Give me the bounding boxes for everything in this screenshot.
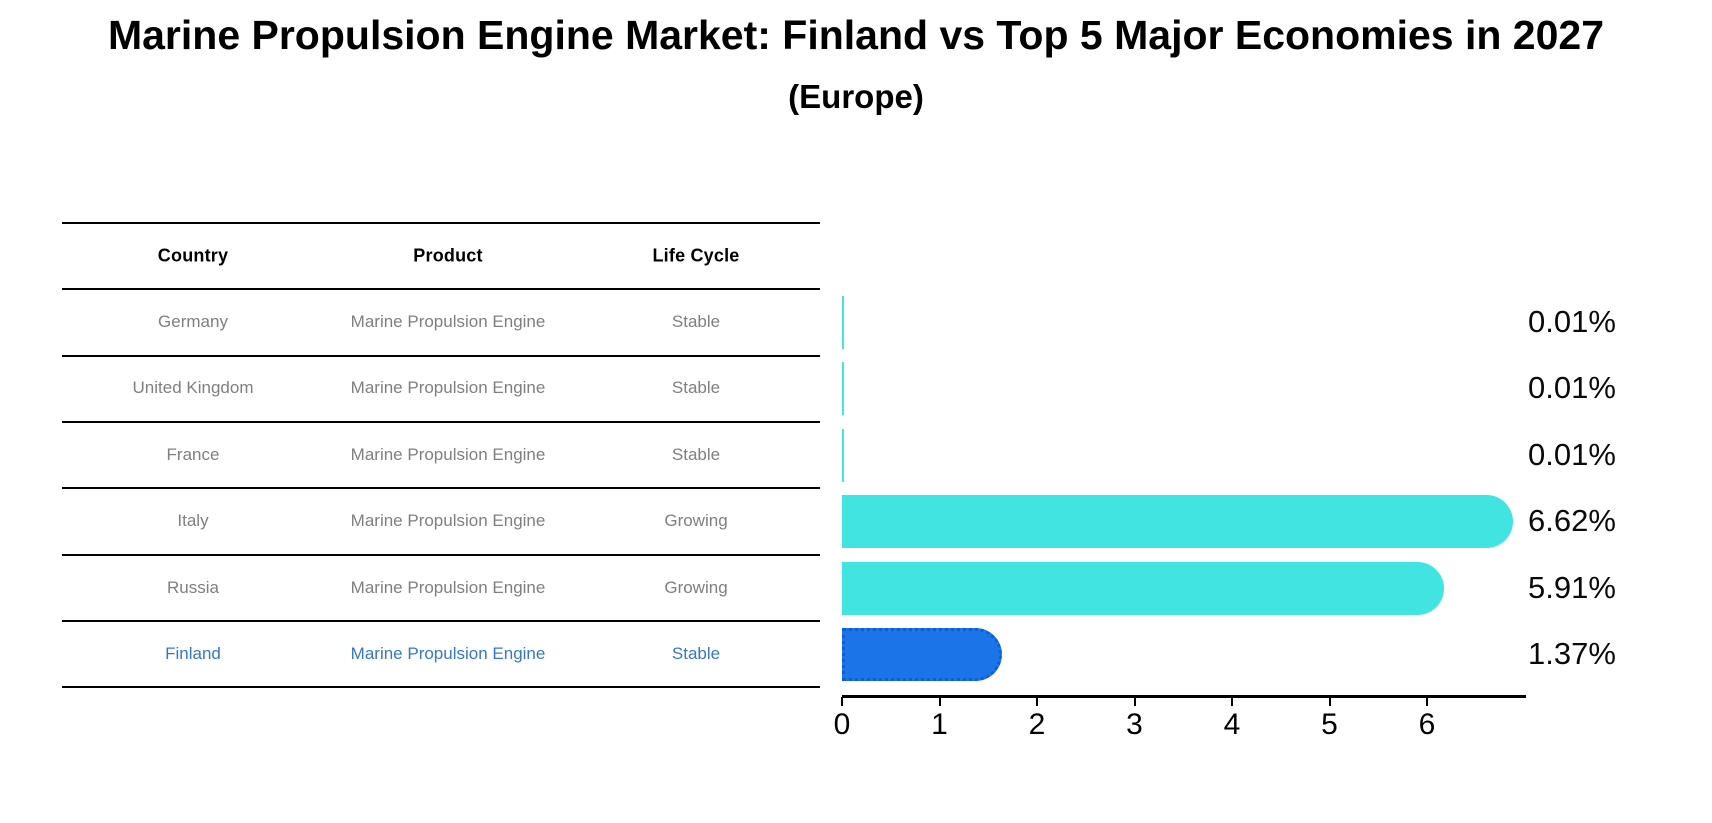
- x-axis-line: [842, 695, 1526, 698]
- bar-russia: [842, 561, 1445, 615]
- cell-country: France: [166, 445, 220, 464]
- x-axis-tick: [1133, 697, 1136, 706]
- table-rule: [62, 554, 820, 556]
- value-label: 0.01%: [1528, 437, 1616, 472]
- cell-product: Marine Propulsion Engine: [350, 445, 546, 464]
- cell-life_cycle: Growing: [664, 511, 728, 530]
- bar-france: [842, 428, 844, 482]
- x-axis-tick: [1036, 697, 1038, 706]
- table-rule: [62, 686, 820, 688]
- x-axis-tick: [938, 697, 941, 706]
- x-axis-tick: [1328, 697, 1331, 706]
- column-header-product: Product: [413, 245, 483, 266]
- value-label: 0.01%: [1528, 370, 1616, 405]
- x-axis-tick-label: 4: [1223, 708, 1241, 741]
- value-label: 6.62%: [1528, 503, 1616, 538]
- table-rule: [62, 620, 820, 622]
- cell-country: Russia: [167, 578, 219, 597]
- bar-finland: [842, 627, 1002, 681]
- x-axis-tick-label: 1: [931, 708, 948, 741]
- cell-product: Marine Propulsion Engine: [350, 578, 546, 597]
- cell-product: Marine Propulsion Engine: [350, 511, 546, 530]
- bar-italy: [842, 494, 1514, 548]
- table-rule: [62, 222, 820, 224]
- x-axis-tick-label: 0: [833, 708, 851, 741]
- cell-life_cycle: Stable: [671, 644, 721, 663]
- chart-subtitle: (Europe): [788, 78, 924, 115]
- table-rule: [62, 487, 820, 489]
- bar-germany: [842, 295, 844, 349]
- x-axis-tick: [1231, 697, 1233, 706]
- table-rule: [62, 288, 820, 290]
- table-rule: [62, 355, 820, 357]
- chart-title: Marine Propulsion Engine Market: Finland…: [107, 12, 1605, 58]
- x-axis-tick-label: 6: [1418, 708, 1436, 741]
- cell-life_cycle: Growing: [664, 578, 728, 597]
- cell-life_cycle: Stable: [671, 445, 721, 464]
- cell-country: United Kingdom: [132, 378, 254, 397]
- cell-product: Marine Propulsion Engine: [350, 378, 546, 397]
- x-axis-tick: [841, 697, 843, 706]
- cell-country: Germany: [158, 312, 228, 331]
- cell-product: Marine Propulsion Engine: [350, 644, 546, 663]
- table-rule: [62, 421, 820, 423]
- cell-country: Finland: [165, 644, 221, 663]
- cell-country: Italy: [177, 511, 209, 530]
- value-label: 5.91%: [1528, 570, 1616, 605]
- x-axis-tick-label: 3: [1126, 708, 1143, 741]
- cell-product: Marine Propulsion Engine: [350, 312, 546, 331]
- value-label: 0.01%: [1528, 304, 1616, 339]
- x-axis-tick: [1426, 697, 1428, 706]
- column-header-country: Country: [157, 245, 229, 266]
- cell-life_cycle: Stable: [671, 312, 721, 331]
- x-axis-tick-label: 2: [1028, 708, 1046, 741]
- value-label: 1.37%: [1528, 636, 1616, 671]
- cell-life_cycle: Stable: [671, 378, 721, 397]
- bar-united-kingdom: [842, 361, 844, 415]
- column-header-life-cycle: Life Cycle: [652, 245, 740, 266]
- x-axis-tick-label: 5: [1321, 708, 1338, 741]
